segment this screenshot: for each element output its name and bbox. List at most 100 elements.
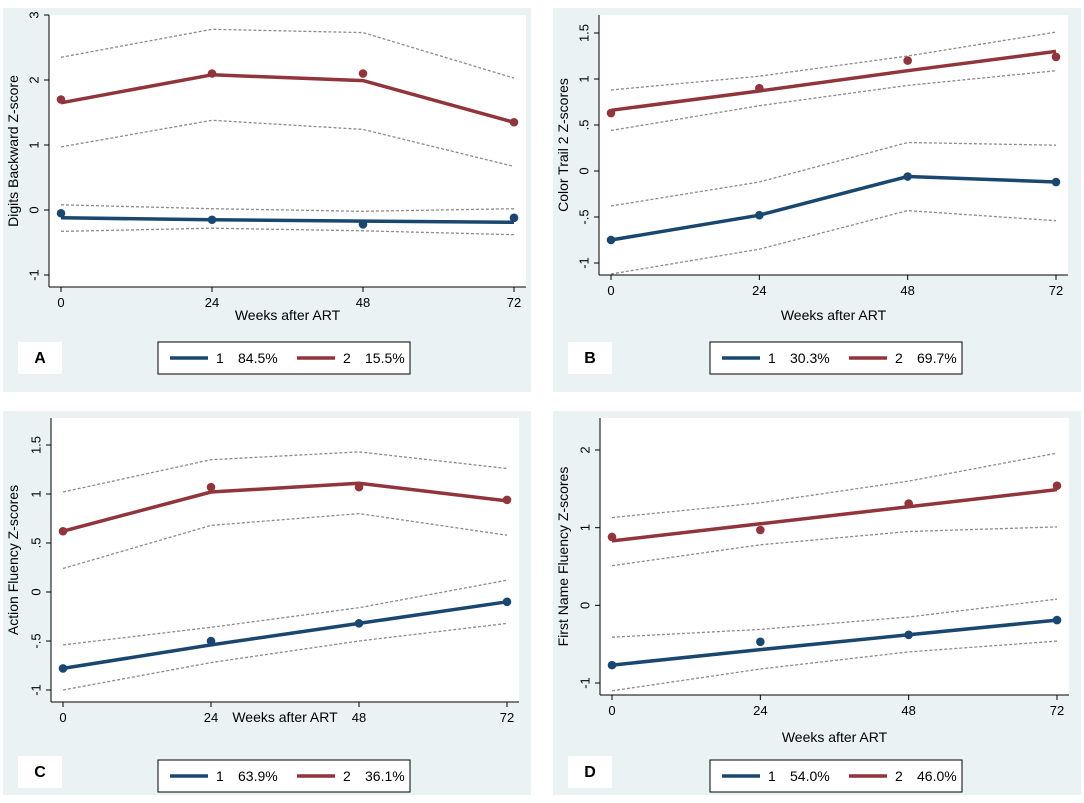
legend-share-1: 84.5% [238, 350, 278, 366]
series-1-point [354, 619, 364, 628]
series-1-point [904, 630, 913, 640]
y-tick-label: 1 [28, 490, 43, 497]
series-2-point [606, 108, 616, 118]
series-2-ci-lower [60, 119, 515, 168]
series-2-point [755, 83, 764, 93]
series-2-ci-lower [610, 70, 1057, 132]
legend-share-1: 54.0% [790, 768, 830, 784]
legend-label-1: 1 [768, 768, 776, 784]
x-tick-label: 0 [607, 283, 614, 298]
series-2-ci-upper [60, 28, 515, 79]
series-2-point [1051, 52, 1061, 62]
series-2-fit-line [611, 487, 1058, 543]
series-2-fit-line [60, 73, 515, 124]
x-tick-label: 48 [901, 703, 915, 718]
panel-letter-box [18, 756, 62, 788]
y-tick-label: 2 [577, 446, 592, 453]
legend-share-2: 15.5% [365, 350, 405, 366]
series-2-point [1052, 481, 1062, 491]
panel-letter: A [34, 350, 46, 367]
series-1-point [509, 213, 519, 223]
x-tick-label: 48 [356, 295, 370, 310]
series-1-point [502, 597, 512, 607]
series-1-ci-upper [611, 598, 1058, 638]
x-tick-label: 0 [57, 295, 64, 310]
y-axis-label: Digits Backward Z-score [5, 75, 21, 227]
series-1-ci-lower [60, 227, 515, 236]
legend-label-1: 1 [216, 768, 224, 784]
y-tick-label: 0 [576, 167, 591, 174]
series-2-point [607, 532, 617, 542]
x-tick-label: 24 [204, 710, 218, 725]
series-2-point [58, 526, 68, 536]
panel-letter-box [568, 756, 612, 788]
x-axis-label: Weeks after ART [781, 307, 887, 323]
plot-area [600, 418, 1069, 695]
y-tick-label: 1 [26, 141, 41, 148]
y-tick-label: 1 [576, 75, 591, 82]
series-1-ci-upper [610, 141, 1057, 207]
series-1-point [58, 664, 68, 673]
y-tick-label: 0 [28, 588, 43, 595]
y-tick-label: -1 [28, 684, 43, 696]
series-1-ci-lower [62, 622, 508, 691]
series-1-ci-lower [610, 209, 1057, 275]
series-1-point [1051, 177, 1061, 187]
plot-area [51, 418, 519, 702]
legend-share-1: 63.9% [238, 768, 278, 784]
series-2-point [756, 525, 765, 535]
x-tick-label: 48 [352, 710, 366, 725]
series-1-point [606, 235, 616, 245]
series-2-point [207, 69, 217, 78]
series-2-ci-lower [62, 512, 508, 570]
legend-label-1: 1 [768, 350, 776, 366]
legend-share-1: 30.3% [790, 350, 830, 366]
legend-label-1: 1 [216, 350, 224, 366]
plot-area [49, 15, 526, 287]
series-2-point [903, 56, 912, 65]
legend-label-2: 2 [895, 768, 903, 784]
series-2-fit-line [610, 49, 1057, 113]
y-tick-label: .5 [576, 120, 591, 131]
x-tick-label: 24 [205, 295, 219, 310]
y-tick-label: .5 [28, 538, 43, 549]
y-axis-label: Action Fluency Z-scores [5, 485, 21, 635]
y-tick-label: 1.5 [28, 436, 43, 454]
panel-a: -1 0 1 2 3 0 24 48 72 Weeks after ART Digits Backw… [3, 8, 531, 392]
x-tick-label: 24 [752, 283, 766, 298]
series-2-fit-line [62, 481, 508, 533]
series-2-point [904, 499, 913, 508]
series-2-ci-upper [62, 451, 508, 493]
y-tick-label: -1 [26, 269, 41, 281]
series-1-point [755, 210, 764, 220]
legend-label-2: 2 [895, 350, 903, 366]
x-axis-label: Weeks after ART [232, 709, 338, 725]
series-2-point [358, 69, 368, 78]
x-tick-label: 72 [1050, 703, 1064, 718]
legend-share-2: 46.0% [917, 768, 957, 784]
y-tick-label: 1.5 [576, 24, 591, 42]
series-1-point [903, 172, 912, 181]
y-tick-label: -1 [577, 677, 592, 689]
series-2-point [509, 117, 519, 127]
panel-letter-box [18, 342, 62, 374]
y-tick-label: 1 [577, 524, 592, 531]
panel-letter-box [568, 342, 612, 374]
series-1-point [756, 637, 765, 647]
x-tick-label: 72 [507, 295, 521, 310]
x-tick-label: 24 [753, 703, 767, 718]
y-tick-label: 0 [26, 206, 41, 213]
series-1-fit-line [62, 600, 508, 671]
series-1-point [1052, 615, 1062, 625]
x-axis-label: Weeks after ART [782, 729, 888, 745]
series-1-fit-line [610, 174, 1057, 242]
series-2-ci-lower [611, 526, 1058, 567]
legend-share-2: 69.7% [917, 350, 957, 366]
legend-share-2: 36.1% [365, 768, 405, 784]
y-tick-label: 0 [577, 602, 592, 609]
panel-b: -1 -.5 0 .5 1 1.5 0 24 48 72 Weeks after ART Color … [553, 8, 1081, 392]
x-tick-label: 72 [500, 710, 514, 725]
y-axis-label: First Name Fluency Z-scores [555, 467, 571, 647]
legend-label-2: 2 [343, 768, 351, 784]
panel-letter: B [584, 350, 596, 367]
